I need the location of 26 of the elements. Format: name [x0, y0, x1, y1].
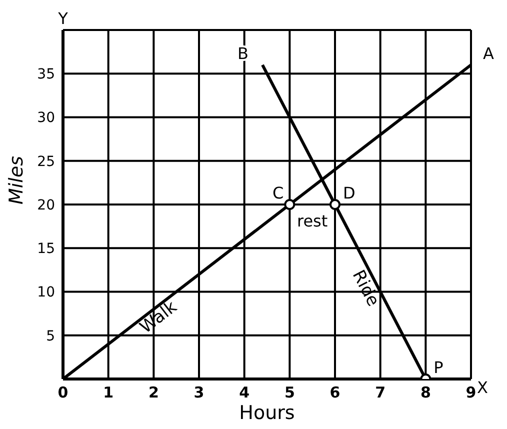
x-tick-label: 7 — [375, 384, 386, 402]
x-tick-label: 2 — [148, 384, 159, 402]
y-tick-label: 25 — [37, 154, 55, 170]
annotation: D — [343, 184, 356, 202]
x-tick-label: 5 — [284, 384, 295, 402]
x-tick-label: 3 — [194, 384, 204, 402]
x-tick-label: 1 — [103, 384, 114, 402]
x-axis-title: Hours — [239, 402, 295, 424]
y-tick-label: 20 — [37, 197, 55, 214]
y-axis-title: Miles — [6, 156, 28, 204]
y-tick-label: 15 — [37, 241, 55, 258]
text: Y — [57, 9, 68, 28]
text: X — [477, 378, 488, 397]
x-tick-label: 4 — [239, 384, 250, 402]
y-tick-label: 35 — [37, 66, 55, 83]
y-tick-label: 10 — [37, 284, 55, 301]
annotation: rest — [296, 212, 328, 230]
annotation: A — [483, 44, 494, 63]
x-tick-label: 9 — [466, 384, 476, 402]
annotation: P — [434, 358, 444, 377]
y-tick-label: 5 — [46, 328, 55, 344]
x-tick-label: 0 — [58, 384, 68, 402]
y-tick-label: 30 — [37, 110, 55, 126]
x-tick-label: 8 — [420, 384, 431, 402]
annotation: C — [272, 184, 284, 202]
x-tick-label: 6 — [330, 384, 340, 402]
